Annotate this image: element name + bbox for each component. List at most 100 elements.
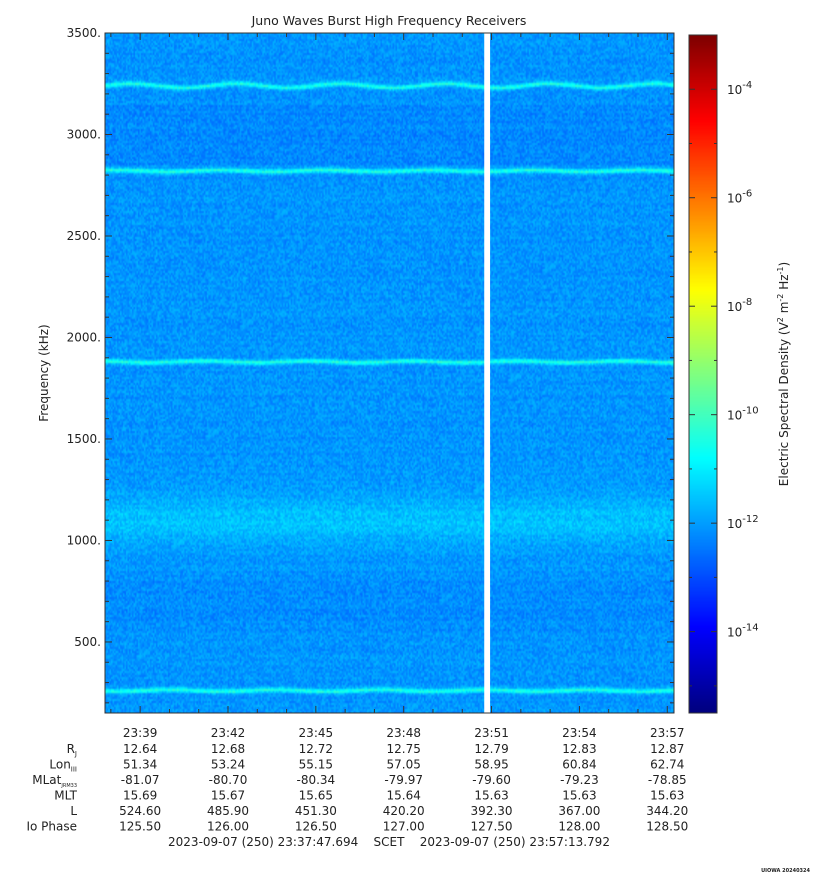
ephemeris-value: 420.20 xyxy=(383,804,425,818)
ephemeris-value: 62.74 xyxy=(650,758,684,772)
ephemeris-value: 15.63 xyxy=(650,789,684,803)
ephemeris-label-text: L xyxy=(70,804,77,818)
ephemeris-label-subscript: JRM33 xyxy=(60,783,77,789)
ephemeris-label-text: MLat xyxy=(32,773,61,787)
ephemeris-value: 12.64 xyxy=(123,742,157,756)
ephemeris-value: 58.95 xyxy=(474,758,508,772)
ephemeris-value: -80.70 xyxy=(209,773,248,787)
ephemeris-row-label: MLT xyxy=(54,789,77,803)
x-tick-label: 23:42 xyxy=(211,726,246,740)
ephemeris-label-subscript: III xyxy=(71,766,77,774)
ephemeris-value: -81.07 xyxy=(121,773,160,787)
ephemeris-label-text: R xyxy=(67,742,75,756)
colorbar-frame xyxy=(688,34,718,714)
chart-title: Juno Waves Burst High Frequency Receiver… xyxy=(251,13,527,28)
spectrogram-plot xyxy=(104,32,675,714)
ephemeris-value: 55.15 xyxy=(299,758,333,772)
x-axis: 23:39 23:42 23:45 23:48 23:51 23:54 23:57 xyxy=(110,33,685,740)
ephemeris-value: 57.05 xyxy=(387,758,421,772)
ephemeris-value: 12.68 xyxy=(211,742,245,756)
ephemeris-value: 15.63 xyxy=(474,789,508,803)
colorbar-tick-label: 10-10 xyxy=(727,406,759,423)
x-tick-label: 23:48 xyxy=(386,726,421,740)
y-tick-label: 2500. xyxy=(67,229,101,243)
x-tick-label: 23:51 xyxy=(474,726,509,740)
y-tick-label: 1000. xyxy=(67,533,101,547)
ephemeris-row-label: Io Phase xyxy=(26,820,77,834)
ephemeris-value: 127.50 xyxy=(471,820,513,834)
x-tick-label: 23:57 xyxy=(650,726,685,740)
footer-credit: UIOWA 20240324 xyxy=(761,868,810,874)
ephemeris-value: 60.84 xyxy=(562,758,596,772)
ephemeris-row-label: LonIII xyxy=(49,758,77,774)
ephemeris-row-label: RJ xyxy=(67,742,77,758)
ephemeris-value: 126.00 xyxy=(207,820,249,834)
ephemeris-value: 12.75 xyxy=(387,742,421,756)
ephemeris-row-label: MLatJRM33 xyxy=(32,773,77,789)
y-tick-label: 500. xyxy=(74,635,101,649)
x-tick-label: 23:45 xyxy=(299,726,334,740)
colorbar-tick-label: 10-4 xyxy=(727,80,752,97)
ephemeris-value: 451.30 xyxy=(295,804,337,818)
ephemeris-value: -80.34 xyxy=(297,773,336,787)
ephemeris-value: 51.34 xyxy=(123,758,157,772)
colorbar-tick-base: 10 xyxy=(727,517,742,531)
y-axis-label: Frequency (kHz) xyxy=(37,324,51,421)
colorbar-tick-label: 10-8 xyxy=(727,297,752,314)
ephemeris-value: 367.00 xyxy=(558,804,600,818)
y-tick-label: 3000. xyxy=(67,127,101,141)
colorbar-tick-label: 10-6 xyxy=(727,189,752,206)
ephemeris-value: -78.85 xyxy=(648,773,687,787)
colorbar-tick-base: 10 xyxy=(727,83,742,97)
colorbar-tick-base: 10 xyxy=(727,626,742,640)
colorbar-tick-exponent: -12 xyxy=(742,514,758,525)
ephemeris-value: -79.60 xyxy=(472,773,511,787)
plot-frame xyxy=(104,32,675,714)
ephemeris-value: 53.24 xyxy=(211,758,245,772)
colorbar-tick-exponent: -8 xyxy=(742,297,752,308)
data-gap xyxy=(484,33,491,713)
y-axis: 3500. 3000. 2500. 2000. 1500. 1000. 500. xyxy=(67,26,674,704)
colorbar-tick-base: 10 xyxy=(727,409,742,423)
colorbar-tick-label: 10-14 xyxy=(727,623,759,640)
ephemeris-label-subscript: J xyxy=(74,750,77,758)
ephemeris-value: 392.30 xyxy=(471,804,513,818)
ephemeris-value: -79.23 xyxy=(560,773,599,787)
colorbar-tick-base: 10 xyxy=(727,300,742,314)
colorbar-gradient xyxy=(689,35,717,713)
colorbar-tick-exponent: -4 xyxy=(742,80,752,91)
ephemeris-value: 15.63 xyxy=(562,789,596,803)
ephemeris-value: 128.00 xyxy=(558,820,600,834)
colorbar-tick-base: 10 xyxy=(727,192,742,206)
colorbar-tick-exponent: -14 xyxy=(742,623,758,634)
ephemeris-value: 127.00 xyxy=(383,820,425,834)
ephemeris-value: 15.64 xyxy=(387,789,421,803)
ephemeris-value: 15.65 xyxy=(299,789,333,803)
colorbar-label: Electric Spectral Density (V2 m-2 Hz-1) xyxy=(776,262,791,486)
ephemeris-value: 125.50 xyxy=(119,820,161,834)
ephemeris-table: RJ 12.64 12.68 12.72 12.75 12.79 12.83 12.87 Lon… xyxy=(26,742,688,834)
colorbar-tick-label: 10-12 xyxy=(727,514,759,531)
ephemeris-value: 12.79 xyxy=(474,742,508,756)
ephemeris-value: 344.20 xyxy=(646,804,688,818)
ephemeris-label-text: Lon xyxy=(49,758,70,772)
ephemeris-value: 128.50 xyxy=(646,820,688,834)
ephemeris-value: 126.50 xyxy=(295,820,337,834)
x-tick-label: 23:54 xyxy=(562,726,597,740)
ephemeris-label-text: Io Phase xyxy=(26,820,77,834)
ephemeris-row-label: L xyxy=(70,804,77,818)
ephemeris-value: 15.67 xyxy=(211,789,245,803)
ephemeris-value: 485.90 xyxy=(207,804,249,818)
ephemeris-value: -79.97 xyxy=(384,773,423,787)
ephemeris-value: 15.69 xyxy=(123,789,157,803)
colorbar-tick-exponent: -10 xyxy=(742,406,758,417)
ephemeris-value: 12.72 xyxy=(299,742,333,756)
x-tick-label: 23:39 xyxy=(123,726,158,740)
y-tick-label: 1500. xyxy=(67,432,101,446)
ephemeris-label-text: MLT xyxy=(54,789,77,803)
time-span: 2023-09-07 (250) 23:37:47.694 SCET 2023-… xyxy=(168,835,610,849)
spectrogram-image xyxy=(105,33,674,713)
